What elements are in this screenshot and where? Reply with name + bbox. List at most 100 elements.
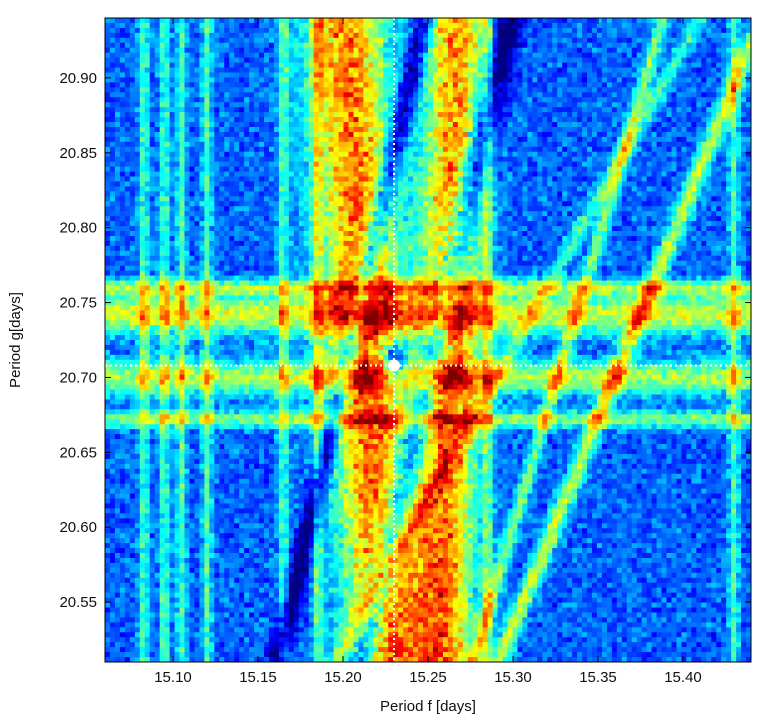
heatmap-cell xyxy=(616,136,623,143)
heatmap-cell xyxy=(229,52,235,59)
heatmap-cell xyxy=(219,92,225,98)
heatmap-cell xyxy=(567,72,573,78)
heatmap-cell xyxy=(129,126,136,133)
heatmap-cell xyxy=(323,176,330,182)
heatmap-cell xyxy=(268,22,275,29)
heatmap-cell xyxy=(308,107,315,113)
heatmap-cell xyxy=(105,77,111,83)
heatmap-cell xyxy=(656,117,662,123)
heatmap-cell xyxy=(507,171,513,177)
heatmap-cell xyxy=(452,82,459,88)
heatmap-cell xyxy=(224,27,230,34)
heatmap-cell xyxy=(333,22,339,29)
heatmap-cell xyxy=(239,136,245,143)
heatmap-cell xyxy=(512,171,518,177)
heatmap-cell xyxy=(467,161,474,168)
heatmap-cell xyxy=(348,146,354,153)
heatmap-cell xyxy=(423,196,429,202)
heatmap-cell xyxy=(129,201,136,207)
heatmap-cell xyxy=(129,122,136,128)
heatmap-cell xyxy=(532,42,538,49)
heatmap-cell xyxy=(323,146,330,153)
heatmap-cell xyxy=(437,141,444,148)
heatmap-cell xyxy=(681,176,687,182)
heatmap-cell xyxy=(403,122,409,128)
heatmap-cell xyxy=(278,186,285,192)
heatmap-cell xyxy=(268,102,275,108)
heatmap-cell xyxy=(706,171,712,177)
heatmap-cell xyxy=(701,126,707,133)
heatmap-cell xyxy=(706,107,712,113)
heatmap-cell xyxy=(298,151,305,158)
heatmap-cell xyxy=(636,22,643,29)
heatmap-cell xyxy=(741,122,747,128)
heatmap-cell xyxy=(368,171,374,177)
heatmap-cell xyxy=(418,42,424,49)
heatmap-cell xyxy=(512,151,518,158)
heatmap-cell xyxy=(373,27,379,34)
heatmap-cell xyxy=(298,196,305,202)
heatmap-cell xyxy=(229,97,235,103)
heatmap-cell xyxy=(641,201,648,207)
heatmap-cell xyxy=(641,92,648,98)
heatmap-cell xyxy=(721,201,727,207)
heatmap-cell xyxy=(606,82,613,88)
heatmap-cell xyxy=(388,186,394,192)
heatmap-cell xyxy=(179,181,185,187)
heatmap-cell xyxy=(239,126,245,133)
heatmap-cell xyxy=(601,126,608,133)
heatmap-cell xyxy=(477,77,484,83)
heatmap-cell xyxy=(283,57,290,63)
heatmap-cell xyxy=(119,181,126,187)
heatmap-cell xyxy=(343,181,349,187)
heatmap-cell xyxy=(487,77,493,83)
heatmap-cell xyxy=(164,32,170,39)
heatmap-cell xyxy=(477,126,484,133)
heatmap-cell xyxy=(596,87,603,93)
heatmap-cell xyxy=(726,191,732,197)
heatmap-cell xyxy=(408,22,414,29)
heatmap-cell xyxy=(428,122,434,128)
heatmap-cell xyxy=(288,67,295,73)
heatmap-cell xyxy=(408,196,414,202)
heatmap-cell xyxy=(527,176,533,182)
heatmap-cell xyxy=(502,136,508,143)
heatmap-cell xyxy=(278,107,285,113)
heatmap-cell xyxy=(457,72,464,78)
heatmap-cell xyxy=(616,22,623,29)
heatmap-cell xyxy=(696,97,702,103)
heatmap-cell xyxy=(259,67,265,73)
heatmap-cell xyxy=(736,186,742,192)
heatmap-cell xyxy=(651,171,657,177)
heatmap-cell xyxy=(716,47,722,54)
heatmap-cell xyxy=(413,117,419,123)
heatmap-cell xyxy=(328,72,334,78)
heatmap-cell xyxy=(502,151,508,158)
heatmap-cell xyxy=(423,62,429,68)
heatmap-cell xyxy=(398,176,404,182)
heatmap-cell xyxy=(661,22,667,29)
heatmap-cell xyxy=(358,97,364,103)
heatmap-cell xyxy=(606,52,613,59)
heatmap-cell xyxy=(224,87,230,93)
heatmap-cell xyxy=(691,156,697,163)
heatmap-cell xyxy=(169,141,175,148)
heatmap-cell xyxy=(736,151,742,158)
heatmap-cell xyxy=(418,136,424,143)
heatmap-cell xyxy=(264,107,270,113)
heatmap-cell xyxy=(437,82,444,88)
heatmap-cell xyxy=(348,141,354,148)
heatmap-cell xyxy=(343,52,349,59)
heatmap-cell xyxy=(363,92,369,98)
heatmap-cell xyxy=(393,82,399,88)
heatmap-cell xyxy=(109,126,116,133)
heatmap-cell xyxy=(452,97,459,103)
heatmap-cell xyxy=(736,18,742,24)
heatmap-cell xyxy=(164,166,170,172)
heatmap-cell xyxy=(149,186,156,192)
heatmap-cell xyxy=(353,141,359,148)
heatmap-cell xyxy=(502,201,508,207)
heatmap-cell xyxy=(701,176,707,182)
heatmap-cell xyxy=(497,146,503,153)
heatmap-cell xyxy=(567,176,573,182)
